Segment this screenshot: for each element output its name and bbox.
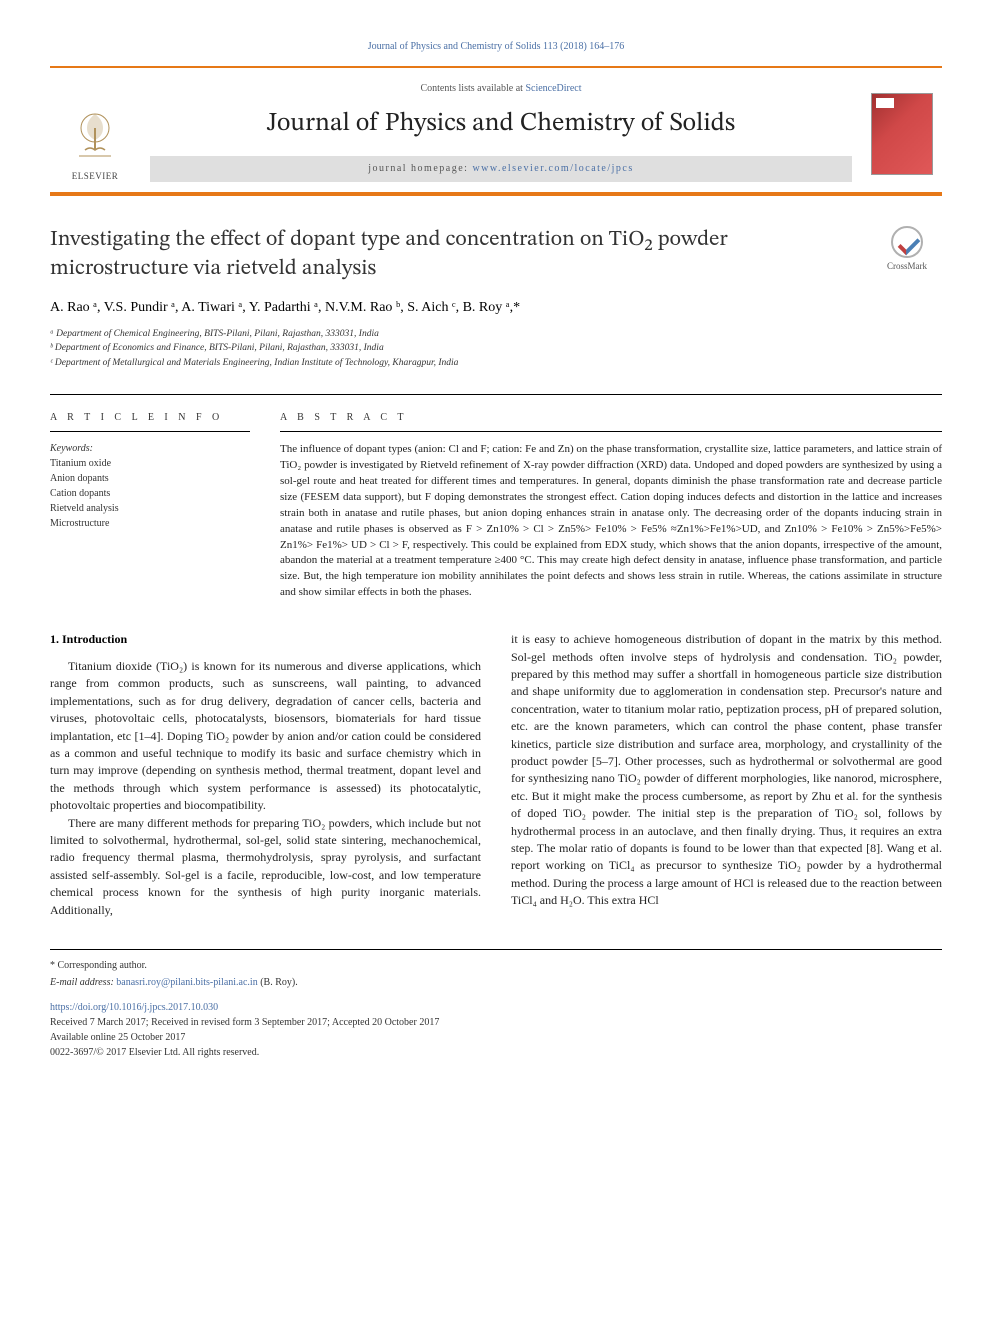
journal-homepage-band: journal homepage: www.elsevier.com/locat… bbox=[150, 156, 852, 182]
page-root: Journal of Physics and Chemistry of Soli… bbox=[0, 0, 992, 1100]
section-heading-intro: 1. Introduction bbox=[50, 631, 481, 648]
body-paragraph: Titanium dioxide (TiO₂) is known for its… bbox=[50, 658, 481, 815]
corresponding-email-link[interactable]: banasri.roy@pilani.bits-pilani.ac.in bbox=[116, 977, 257, 988]
journal-name: Journal of Physics and Chemistry of Soli… bbox=[150, 106, 852, 142]
elsevier-tree-icon bbox=[65, 106, 125, 166]
doi-line: https://doi.org/10.1016/j.jpcs.2017.10.0… bbox=[50, 1000, 942, 1015]
crossmark-badge[interactable]: CrossMark bbox=[872, 226, 942, 273]
affiliations-block: ᵃ Department of Chemical Engineering, BI… bbox=[50, 327, 942, 370]
running-header: Journal of Physics and Chemistry of Soli… bbox=[50, 40, 942, 54]
copyright-line: 0022-3697/© 2017 Elsevier Ltd. All right… bbox=[50, 1045, 942, 1060]
keyword: Rietveld analysis bbox=[50, 501, 250, 516]
keyword: Microstructure bbox=[50, 516, 250, 531]
history-line: Received 7 March 2017; Received in revis… bbox=[50, 1015, 942, 1030]
affiliation: ᶜ Department of Metallurgical and Materi… bbox=[50, 356, 942, 370]
contents-available-line: Contents lists available at ScienceDirec… bbox=[150, 82, 852, 96]
keywords-label: Keywords: bbox=[50, 442, 250, 456]
email-label: E-mail address: bbox=[50, 977, 116, 988]
authors-line: A. Rao ᵃ, V.S. Pundir ᵃ, A. Tiwari ᵃ, Y.… bbox=[50, 298, 942, 318]
publisher-name: ELSEVIER bbox=[72, 170, 119, 183]
contents-prefix: Contents lists available at bbox=[420, 83, 525, 94]
cover-thumbnail-block bbox=[862, 76, 942, 192]
doi-link[interactable]: https://doi.org/10.1016/j.jpcs.2017.10.0… bbox=[50, 1002, 218, 1013]
article-title: Investigating the effect of dopant type … bbox=[50, 226, 872, 283]
body-columns: 1. Introduction Titanium dioxide (TiO₂) … bbox=[50, 631, 942, 919]
article-info-row: A R T I C L E I N F O Keywords: Titanium… bbox=[50, 394, 942, 601]
corresponding-author-label: * Corresponding author. bbox=[50, 958, 942, 973]
keyword: Anion dopants bbox=[50, 471, 250, 486]
body-paragraph: it is easy to achieve homogeneous distri… bbox=[511, 631, 942, 909]
affiliation: ᵃ Department of Chemical Engineering, BI… bbox=[50, 327, 942, 341]
crossmark-icon bbox=[891, 226, 923, 258]
abstract-block: A B S T R A C T The influence of dopant … bbox=[280, 411, 942, 601]
footer-block: * Corresponding author. E-mail address: … bbox=[50, 949, 942, 1060]
journal-homepage-link[interactable]: www.elsevier.com/locate/jpcs bbox=[472, 163, 633, 174]
masthead: ELSEVIER Contents lists available at Sci… bbox=[50, 66, 942, 196]
crossmark-label: CrossMark bbox=[887, 261, 927, 271]
keyword: Titanium oxide bbox=[50, 456, 250, 471]
masthead-center: Contents lists available at ScienceDirec… bbox=[140, 76, 862, 192]
homepage-prefix: journal homepage: bbox=[368, 163, 472, 174]
article-info-heading: A R T I C L E I N F O bbox=[50, 411, 250, 432]
abstract-text: The influence of dopant types (anion: Cl… bbox=[280, 442, 942, 601]
keywords-list: Titanium oxide Anion dopants Cation dopa… bbox=[50, 456, 250, 531]
body-paragraph: There are many different methods for pre… bbox=[50, 815, 481, 919]
abstract-heading: A B S T R A C T bbox=[280, 411, 942, 432]
email-person: (B. Roy). bbox=[258, 977, 298, 988]
keyword: Cation dopants bbox=[50, 486, 250, 501]
affiliation: ᵇ Department of Economics and Finance, B… bbox=[50, 341, 942, 355]
email-line: E-mail address: banasri.roy@pilani.bits-… bbox=[50, 975, 942, 990]
body-column-right: it is easy to achieve homogeneous distri… bbox=[511, 631, 942, 919]
article-info-left: A R T I C L E I N F O Keywords: Titanium… bbox=[50, 411, 250, 601]
title-row: Investigating the effect of dopant type … bbox=[50, 226, 942, 283]
available-online-line: Available online 25 October 2017 bbox=[50, 1030, 942, 1045]
body-column-left: 1. Introduction Titanium dioxide (TiO₂) … bbox=[50, 631, 481, 919]
publisher-logo-block: ELSEVIER bbox=[50, 76, 140, 192]
sciencedirect-link[interactable]: ScienceDirect bbox=[525, 83, 581, 94]
journal-cover-icon bbox=[871, 93, 933, 175]
